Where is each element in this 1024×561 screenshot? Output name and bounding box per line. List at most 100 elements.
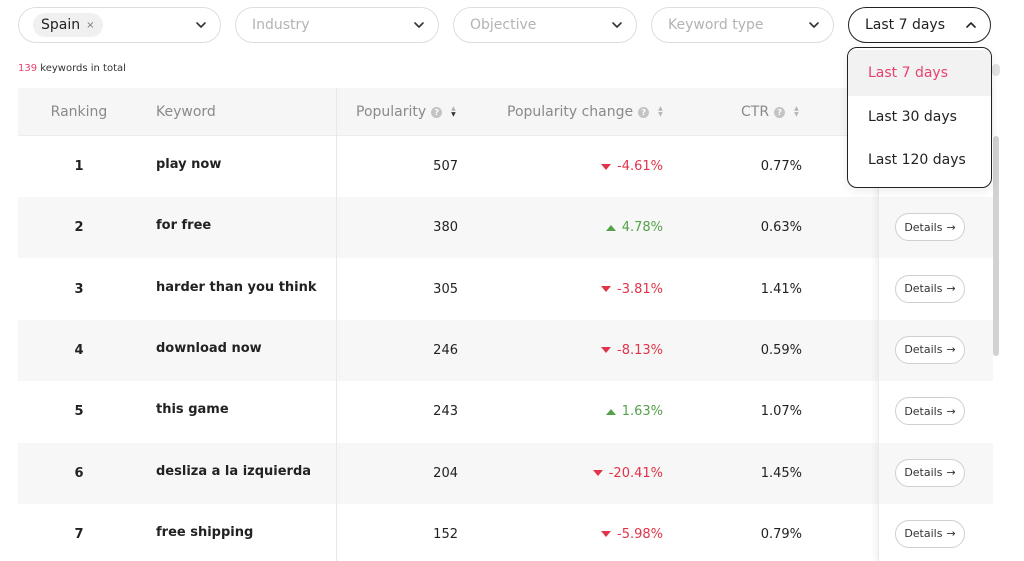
industry-filter[interactable]: Industry — [235, 7, 439, 43]
popularity-cell: 246 — [433, 342, 458, 358]
objective-filter[interactable]: Objective — [453, 7, 637, 43]
column-ctr[interactable]: CTR ? ▲ ▼ — [741, 88, 799, 136]
popularity-change-cell: -20.41% — [488, 443, 663, 504]
keyword-total: 139 keywords in total — [18, 63, 126, 74]
chevron-down-icon — [807, 18, 821, 32]
details-button-label: Details — [904, 282, 943, 296]
details-button-label: Details — [904, 527, 943, 541]
popularity-change-cell: 1.63% — [488, 381, 663, 442]
scrollbar-cap — [992, 64, 1000, 76]
ranking-cell: 7 — [74, 526, 84, 542]
chevron-up-icon — [964, 18, 978, 32]
sort-icon[interactable]: ▲ ▼ — [658, 105, 663, 118]
popularity-change-value: -8.13% — [617, 342, 663, 358]
ranking-cell: 4 — [74, 342, 84, 358]
column-popularity-label: Popularity — [356, 104, 427, 120]
sort-icon[interactable]: ▲ ▼ — [794, 105, 799, 118]
column-popularity-change-label: Popularity change — [507, 104, 634, 120]
arrow-right-icon: → — [946, 404, 956, 418]
keyword-total-text: keywords in total — [37, 63, 126, 74]
chevron-down-icon — [610, 18, 624, 32]
triangle-down-icon — [601, 347, 611, 354]
popularity-change-value: -4.61% — [617, 159, 663, 174]
keyword-cell: for free — [156, 218, 212, 234]
popularity-change-cell: 4.78% — [488, 197, 663, 258]
triangle-up-icon — [605, 224, 616, 231]
details-button-label: Details — [904, 220, 943, 234]
date-option[interactable]: Last 30 days — [868, 108, 957, 125]
ranking-cell: 2 — [74, 220, 84, 236]
details-button-label: Details — [904, 404, 943, 418]
help-circle-icon[interactable]: ? — [774, 106, 786, 118]
triangle-up-icon — [605, 408, 616, 415]
ctr-cell: 0.79% — [760, 526, 802, 542]
details-button[interactable]: Details→ — [895, 335, 965, 364]
popularity-change-cell: -3.81% — [488, 259, 663, 320]
remove-tag-icon[interactable]: × — [86, 19, 95, 31]
column-ranking-label: Ranking — [50, 104, 108, 120]
popularity-change-cell: -5.98% — [488, 504, 663, 561]
country-tag: Spain × — [33, 13, 103, 37]
details-button-label: Details — [904, 466, 943, 479]
arrow-right-icon: → — [946, 527, 956, 541]
ctr-cell: 0.59% — [760, 342, 802, 358]
country-tag-label: Spain — [41, 17, 81, 33]
keyword-cell: desliza a la izquierda — [156, 463, 312, 479]
help-circle-icon[interactable]: ? — [431, 106, 443, 118]
column-popularity-change[interactable]: Popularity change ? ▲ ▼ — [507, 88, 663, 136]
date-range-menu: Last 7 days Last 30 days Last 120 days — [847, 47, 992, 188]
sort-icon[interactable]: ▲ ▼ — [451, 105, 456, 118]
table-row: 3 harder than you think 305 -3.81% 1.41% Deta… — [18, 259, 993, 320]
popularity-change-cell: -8.13% — [488, 320, 663, 381]
table-row: 7 free shipping 152 -5.98% 0.79% Details → — [18, 504, 993, 561]
popularity-change-value: -3.81% — [617, 281, 663, 297]
ctr-cell: 1.07% — [760, 404, 802, 420]
column-ctr-label: CTR — [741, 104, 770, 120]
details-button[interactable]: Details→ — [895, 397, 965, 426]
column-keyword-label: Keyword — [156, 104, 216, 120]
keyword-total-count: 139 — [18, 63, 38, 74]
arrow-right-icon: → — [946, 282, 956, 296]
ranking-cell: 6 — [74, 465, 84, 481]
popularity-cell: 380 — [433, 220, 458, 236]
ranking-cell: 5 — [74, 404, 84, 420]
date-range-value: Last 7 days — [865, 17, 946, 33]
popularity-change-value: 1.63% — [621, 404, 663, 420]
keyword-cell: free shipping — [156, 524, 254, 540]
date-option[interactable]: Last 120 days — [868, 152, 966, 168]
ctr-cell: 0.63% — [760, 220, 802, 236]
popularity-change-value: -5.98% — [617, 526, 663, 542]
ctr-cell: 1.41% — [760, 281, 802, 297]
details-button[interactable]: Details→ — [895, 274, 965, 303]
triangle-down-icon — [601, 163, 611, 170]
popularity-cell: 204 — [433, 465, 458, 481]
industry-placeholder: Industry — [252, 17, 310, 33]
keywords-table: Ranking Keyword Popularity ? ▲ ▼ Populari… — [18, 88, 993, 561]
triangle-down-icon — [601, 531, 611, 538]
table-header: Ranking Keyword Popularity ? ▲ ▼ Populari… — [18, 88, 993, 136]
popularity-cell: 305 — [433, 281, 458, 297]
triangle-down-icon — [592, 470, 603, 476]
date-range-filter[interactable]: Last 7 days — [848, 7, 991, 43]
keyword-cell: this game — [156, 402, 229, 418]
details-button[interactable]: Details→ — [895, 458, 965, 487]
scrollbar-thumb[interactable] — [993, 136, 999, 356]
column-ranking[interactable]: Ranking — [18, 88, 140, 136]
popularity-change-value: -20.41% — [608, 465, 663, 481]
table-row: 4 download now 246 -8.13% 0.59% Details → — [18, 319, 993, 381]
details-button[interactable]: Details→ — [895, 519, 965, 548]
keyword-cell: download now — [156, 340, 262, 356]
column-keyword[interactable]: Keyword — [156, 88, 216, 136]
arrow-right-icon: → — [946, 466, 956, 479]
date-option[interactable]: Last 7 days — [848, 50, 991, 96]
column-popularity[interactable]: Popularity ? ▲ ▼ — [356, 88, 456, 136]
details-button[interactable]: Details→ — [895, 213, 965, 242]
scrollbar[interactable] — [993, 88, 999, 561]
filter-bar: Spain × Industry Objective Keyword type … — [18, 7, 998, 43]
table-row: 5 this game 243 1.63% 1.07% Details → — [18, 381, 993, 442]
help-circle-icon[interactable]: ? — [638, 106, 650, 118]
country-filter[interactable]: Spain × — [18, 7, 221, 43]
keyword-type-placeholder: Keyword type — [668, 17, 764, 33]
keyword-type-filter[interactable]: Keyword type — [651, 7, 834, 43]
column-divider — [336, 88, 337, 561]
